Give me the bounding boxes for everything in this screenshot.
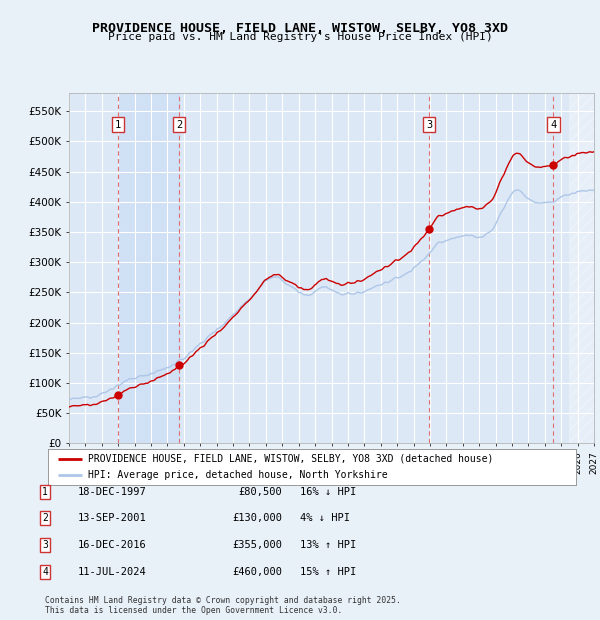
Text: 4: 4 (550, 120, 557, 130)
Text: 4% ↓ HPI: 4% ↓ HPI (300, 513, 350, 523)
Text: £355,000: £355,000 (232, 540, 282, 550)
Text: 1: 1 (42, 487, 48, 497)
Text: 1: 1 (115, 120, 121, 130)
Bar (118, 93, 179, 443)
Text: PROVIDENCE HOUSE, FIELD LANE, WISTOW, SELBY, YO8 3XD (detached house): PROVIDENCE HOUSE, FIELD LANE, WISTOW, SE… (88, 454, 493, 464)
Text: £80,500: £80,500 (238, 487, 282, 497)
Text: 16-DEC-2016: 16-DEC-2016 (78, 540, 147, 550)
Text: £460,000: £460,000 (232, 567, 282, 577)
Text: Price paid vs. HM Land Registry's House Price Index (HPI): Price paid vs. HM Land Registry's House … (107, 32, 493, 42)
Text: 2: 2 (42, 513, 48, 523)
Text: 13-SEP-2001: 13-SEP-2001 (78, 513, 147, 523)
Text: 11-JUL-2024: 11-JUL-2024 (78, 567, 147, 577)
Text: 13% ↑ HPI: 13% ↑ HPI (300, 540, 356, 550)
Text: 2: 2 (176, 120, 182, 130)
Text: PROVIDENCE HOUSE, FIELD LANE, WISTOW, SELBY, YO8 3XD: PROVIDENCE HOUSE, FIELD LANE, WISTOW, SE… (92, 22, 508, 35)
Text: 18-DEC-1997: 18-DEC-1997 (78, 487, 147, 497)
Text: HPI: Average price, detached house, North Yorkshire: HPI: Average price, detached house, Nort… (88, 470, 387, 480)
Text: 4: 4 (42, 567, 48, 577)
Text: 16% ↓ HPI: 16% ↓ HPI (300, 487, 356, 497)
Text: 3: 3 (42, 540, 48, 550)
Text: £130,000: £130,000 (232, 513, 282, 523)
Text: 3: 3 (426, 120, 433, 130)
Text: 15% ↑ HPI: 15% ↑ HPI (300, 567, 356, 577)
Text: Contains HM Land Registry data © Crown copyright and database right 2025.
This d: Contains HM Land Registry data © Crown c… (45, 596, 401, 615)
Bar (569, 93, 594, 443)
